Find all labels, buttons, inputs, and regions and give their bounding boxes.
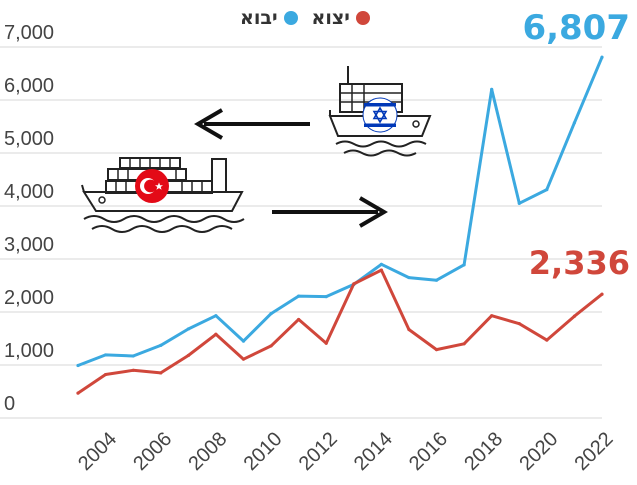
data-point xyxy=(131,354,135,358)
y-axis-ticks: 0 1,000 2,000 3,000 4,000 5,000 6,000 7,000 xyxy=(4,22,54,415)
data-point xyxy=(407,275,411,280)
legend-label-export: יצוא xyxy=(311,7,350,29)
y-tick-label: 3,000 xyxy=(4,234,54,256)
data-point xyxy=(324,341,328,345)
series-line-import xyxy=(76,55,604,367)
data-point xyxy=(214,332,218,336)
y-tick-label: 2,000 xyxy=(4,287,54,309)
arrow-left-icon xyxy=(194,108,310,140)
data-point xyxy=(572,314,577,318)
series-line-export xyxy=(76,268,604,395)
data-point xyxy=(241,339,246,343)
data-point xyxy=(159,371,163,375)
data-point xyxy=(186,327,190,331)
data-point xyxy=(517,322,521,326)
legend-label-import: יבוא xyxy=(240,7,278,29)
data-point xyxy=(600,55,604,59)
data-point xyxy=(269,344,273,348)
grid xyxy=(0,46,602,419)
data-point xyxy=(352,282,356,286)
legend-swatch-export xyxy=(355,11,370,25)
data-point xyxy=(379,268,383,272)
x-tick-label: 2010 xyxy=(240,428,287,475)
turkey-flag-icon xyxy=(135,169,169,203)
legend-item-import: יבוא xyxy=(240,7,298,29)
y-tick-label: 6,000 xyxy=(4,75,54,97)
x-tick-label: 2004 xyxy=(74,428,121,475)
data-point xyxy=(297,317,301,322)
data-point xyxy=(159,343,163,347)
x-axis-ticks: 2004 2006 2008 2010 2012 2014 2016 2018 2020 2022 xyxy=(74,428,617,475)
data-point xyxy=(76,363,80,368)
data-point xyxy=(572,121,577,125)
data-point xyxy=(379,262,383,266)
end-label-import: 6,807 xyxy=(522,8,630,48)
y-tick-label: 0 xyxy=(4,393,15,415)
israel-flag-icon xyxy=(362,97,398,133)
legend: יבוא יצוא xyxy=(240,5,370,31)
x-tick-label: 2020 xyxy=(515,428,562,475)
data-point xyxy=(545,187,549,192)
end-label-export: 2,336 xyxy=(529,244,630,282)
data-point xyxy=(545,338,549,342)
cargo-ship-israel-icon xyxy=(328,66,432,157)
data-point xyxy=(76,391,80,395)
y-tick-label: 1,000 xyxy=(4,340,54,362)
arrow-right-icon xyxy=(272,196,388,228)
data-point xyxy=(434,278,439,282)
data-point xyxy=(297,294,301,298)
y-tick-label: 5,000 xyxy=(4,128,54,150)
end-labels: 6,807 2,336 xyxy=(522,8,630,282)
x-tick-label: 2008 xyxy=(184,428,231,475)
x-tick-label: 2016 xyxy=(405,428,452,475)
cargo-ship-turkey-icon xyxy=(81,157,245,233)
data-point xyxy=(407,327,411,332)
data-point xyxy=(462,342,466,346)
data-point xyxy=(186,353,190,358)
legend-swatch-import xyxy=(283,11,298,25)
data-point xyxy=(490,87,494,91)
data-point xyxy=(434,348,439,352)
x-tick-label: 2018 xyxy=(460,428,507,475)
data-point xyxy=(324,295,328,299)
data-point xyxy=(131,368,135,372)
data-point xyxy=(103,353,108,357)
series xyxy=(76,55,604,395)
data-point xyxy=(214,314,218,318)
data-point xyxy=(103,372,108,377)
data-point xyxy=(241,357,246,361)
y-tick-label: 4,000 xyxy=(4,181,54,203)
x-tick-label: 2022 xyxy=(571,428,618,475)
x-tick-label: 2014 xyxy=(350,428,397,475)
data-point xyxy=(517,201,521,205)
data-point xyxy=(600,292,604,296)
data-point xyxy=(490,314,494,318)
x-tick-label: 2012 xyxy=(295,428,342,475)
y-tick-label: 7,000 xyxy=(4,22,54,44)
data-point xyxy=(269,311,273,316)
legend-item-export: יצוא xyxy=(312,7,370,29)
data-point xyxy=(462,263,466,267)
x-tick-label: 2006 xyxy=(129,428,176,475)
